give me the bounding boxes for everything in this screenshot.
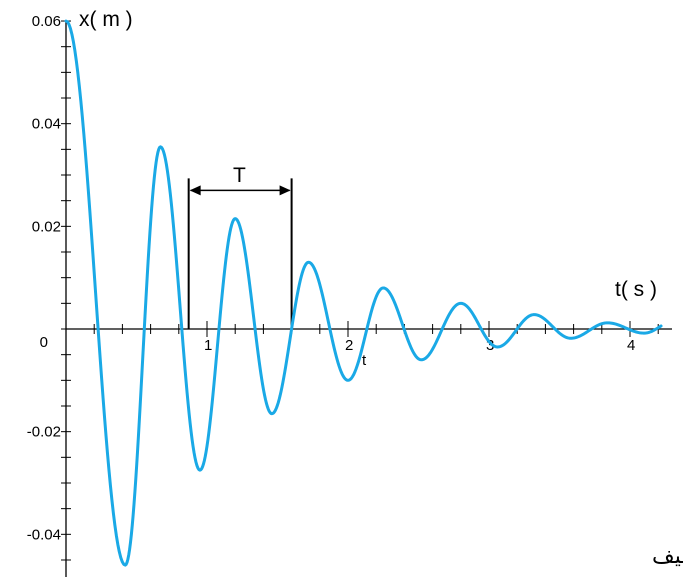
period-label: T <box>233 164 246 187</box>
y-tick-label: 0.04 <box>32 116 61 133</box>
x-tick-label: 2 <box>345 337 353 354</box>
period-marker <box>187 178 293 329</box>
x-tick-label: 1 <box>204 337 212 354</box>
y-tick-label: 0.02 <box>32 218 61 235</box>
x-tick-label: 3 <box>486 337 494 354</box>
x-tick-label: 4 <box>627 337 635 354</box>
period-arrow-head-right <box>279 185 291 196</box>
displacement-curve <box>64 19 663 567</box>
y-axis-title: x( m ) <box>79 8 133 31</box>
period-arrow-head-left <box>189 185 201 196</box>
axes <box>65 20 672 577</box>
chart-caption: تذبذبات شبه دورية لنواس مرن خموده ضعيف <box>652 544 683 569</box>
y-tick-label: 0 <box>40 334 48 351</box>
ticks <box>61 20 659 561</box>
tick-labels: 1 2 3 4 0.06 0.04 0.02 0 -0.02 -0.04 <box>27 13 636 543</box>
x-axis-t-mark: t <box>362 352 367 369</box>
y-tick-label: -0.02 <box>27 424 61 441</box>
x-axis-title: t( s ) <box>615 278 657 301</box>
y-tick-label: -0.04 <box>27 526 61 543</box>
series-layer <box>64 19 663 567</box>
y-tick-label: 0.06 <box>32 13 61 30</box>
